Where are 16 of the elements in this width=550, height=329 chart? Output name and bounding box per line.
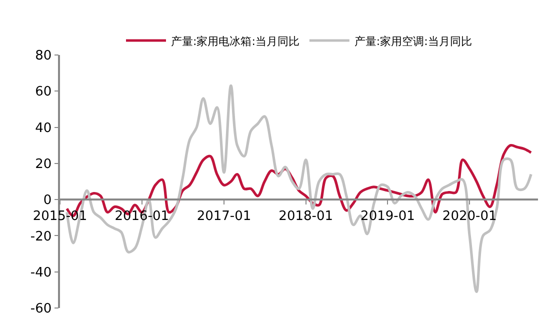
y-tick-label: 60 <box>35 84 52 100</box>
y-tick-label: -20 <box>30 229 52 244</box>
x-tick-label: 2016-01 <box>114 208 170 224</box>
y-tick-label: 40 <box>35 120 52 136</box>
y-tick-label: -60 <box>30 302 52 317</box>
x-tick-label: 2017-01 <box>196 208 252 224</box>
x-tick-label: 2018-01 <box>278 208 334 224</box>
legend-label: 产量:家用空调:当月同比 <box>354 34 472 48</box>
y-tick-label: 20 <box>35 156 52 172</box>
legend-label: 产量:家用电冰箱:当月同比 <box>171 34 300 48</box>
x-tick-label: 2019-01 <box>360 208 415 224</box>
x-tick-label: 2020-01 <box>442 208 497 224</box>
y-tick-label: -40 <box>30 265 52 280</box>
y-tick-label: 0 <box>43 193 52 208</box>
y-tick-label: 80 <box>35 48 52 64</box>
x-tick-label: 2015-01 <box>32 208 88 224</box>
